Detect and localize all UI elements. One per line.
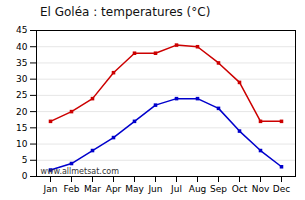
svg-text:Oct: Oct — [232, 184, 248, 194]
svg-text:Sep: Sep — [210, 184, 227, 194]
svg-text:Aug: Aug — [189, 184, 207, 194]
svg-text:www.allmetsat.com: www.allmetsat.com — [41, 167, 120, 176]
svg-text:Jan: Jan — [43, 184, 58, 194]
svg-text:25: 25 — [16, 90, 27, 100]
svg-text:Dec: Dec — [273, 184, 290, 194]
svg-text:15: 15 — [16, 123, 27, 133]
html-text:El Goléa : temperatures (°C): El Goléa : temperatures (°C) — [40, 5, 211, 19]
svg-text:0: 0 — [22, 171, 28, 181]
svg-text:45: 45 — [16, 25, 27, 35]
svg-text:Mar: Mar — [84, 184, 101, 194]
svg-text:Jul: Jul — [170, 184, 182, 194]
svg-text:35: 35 — [16, 58, 27, 68]
svg-text:40: 40 — [16, 42, 28, 52]
svg-text:Jun: Jun — [147, 184, 162, 194]
svg-text:30: 30 — [16, 74, 28, 84]
svg-text:Apr: Apr — [106, 184, 122, 194]
svg-text:20: 20 — [16, 106, 28, 116]
svg-text:May: May — [125, 184, 144, 194]
svg-text:Feb: Feb — [64, 184, 80, 194]
svg-text:10: 10 — [16, 139, 28, 149]
svg-text:5: 5 — [22, 155, 28, 165]
svg-text:Nov: Nov — [252, 184, 270, 194]
